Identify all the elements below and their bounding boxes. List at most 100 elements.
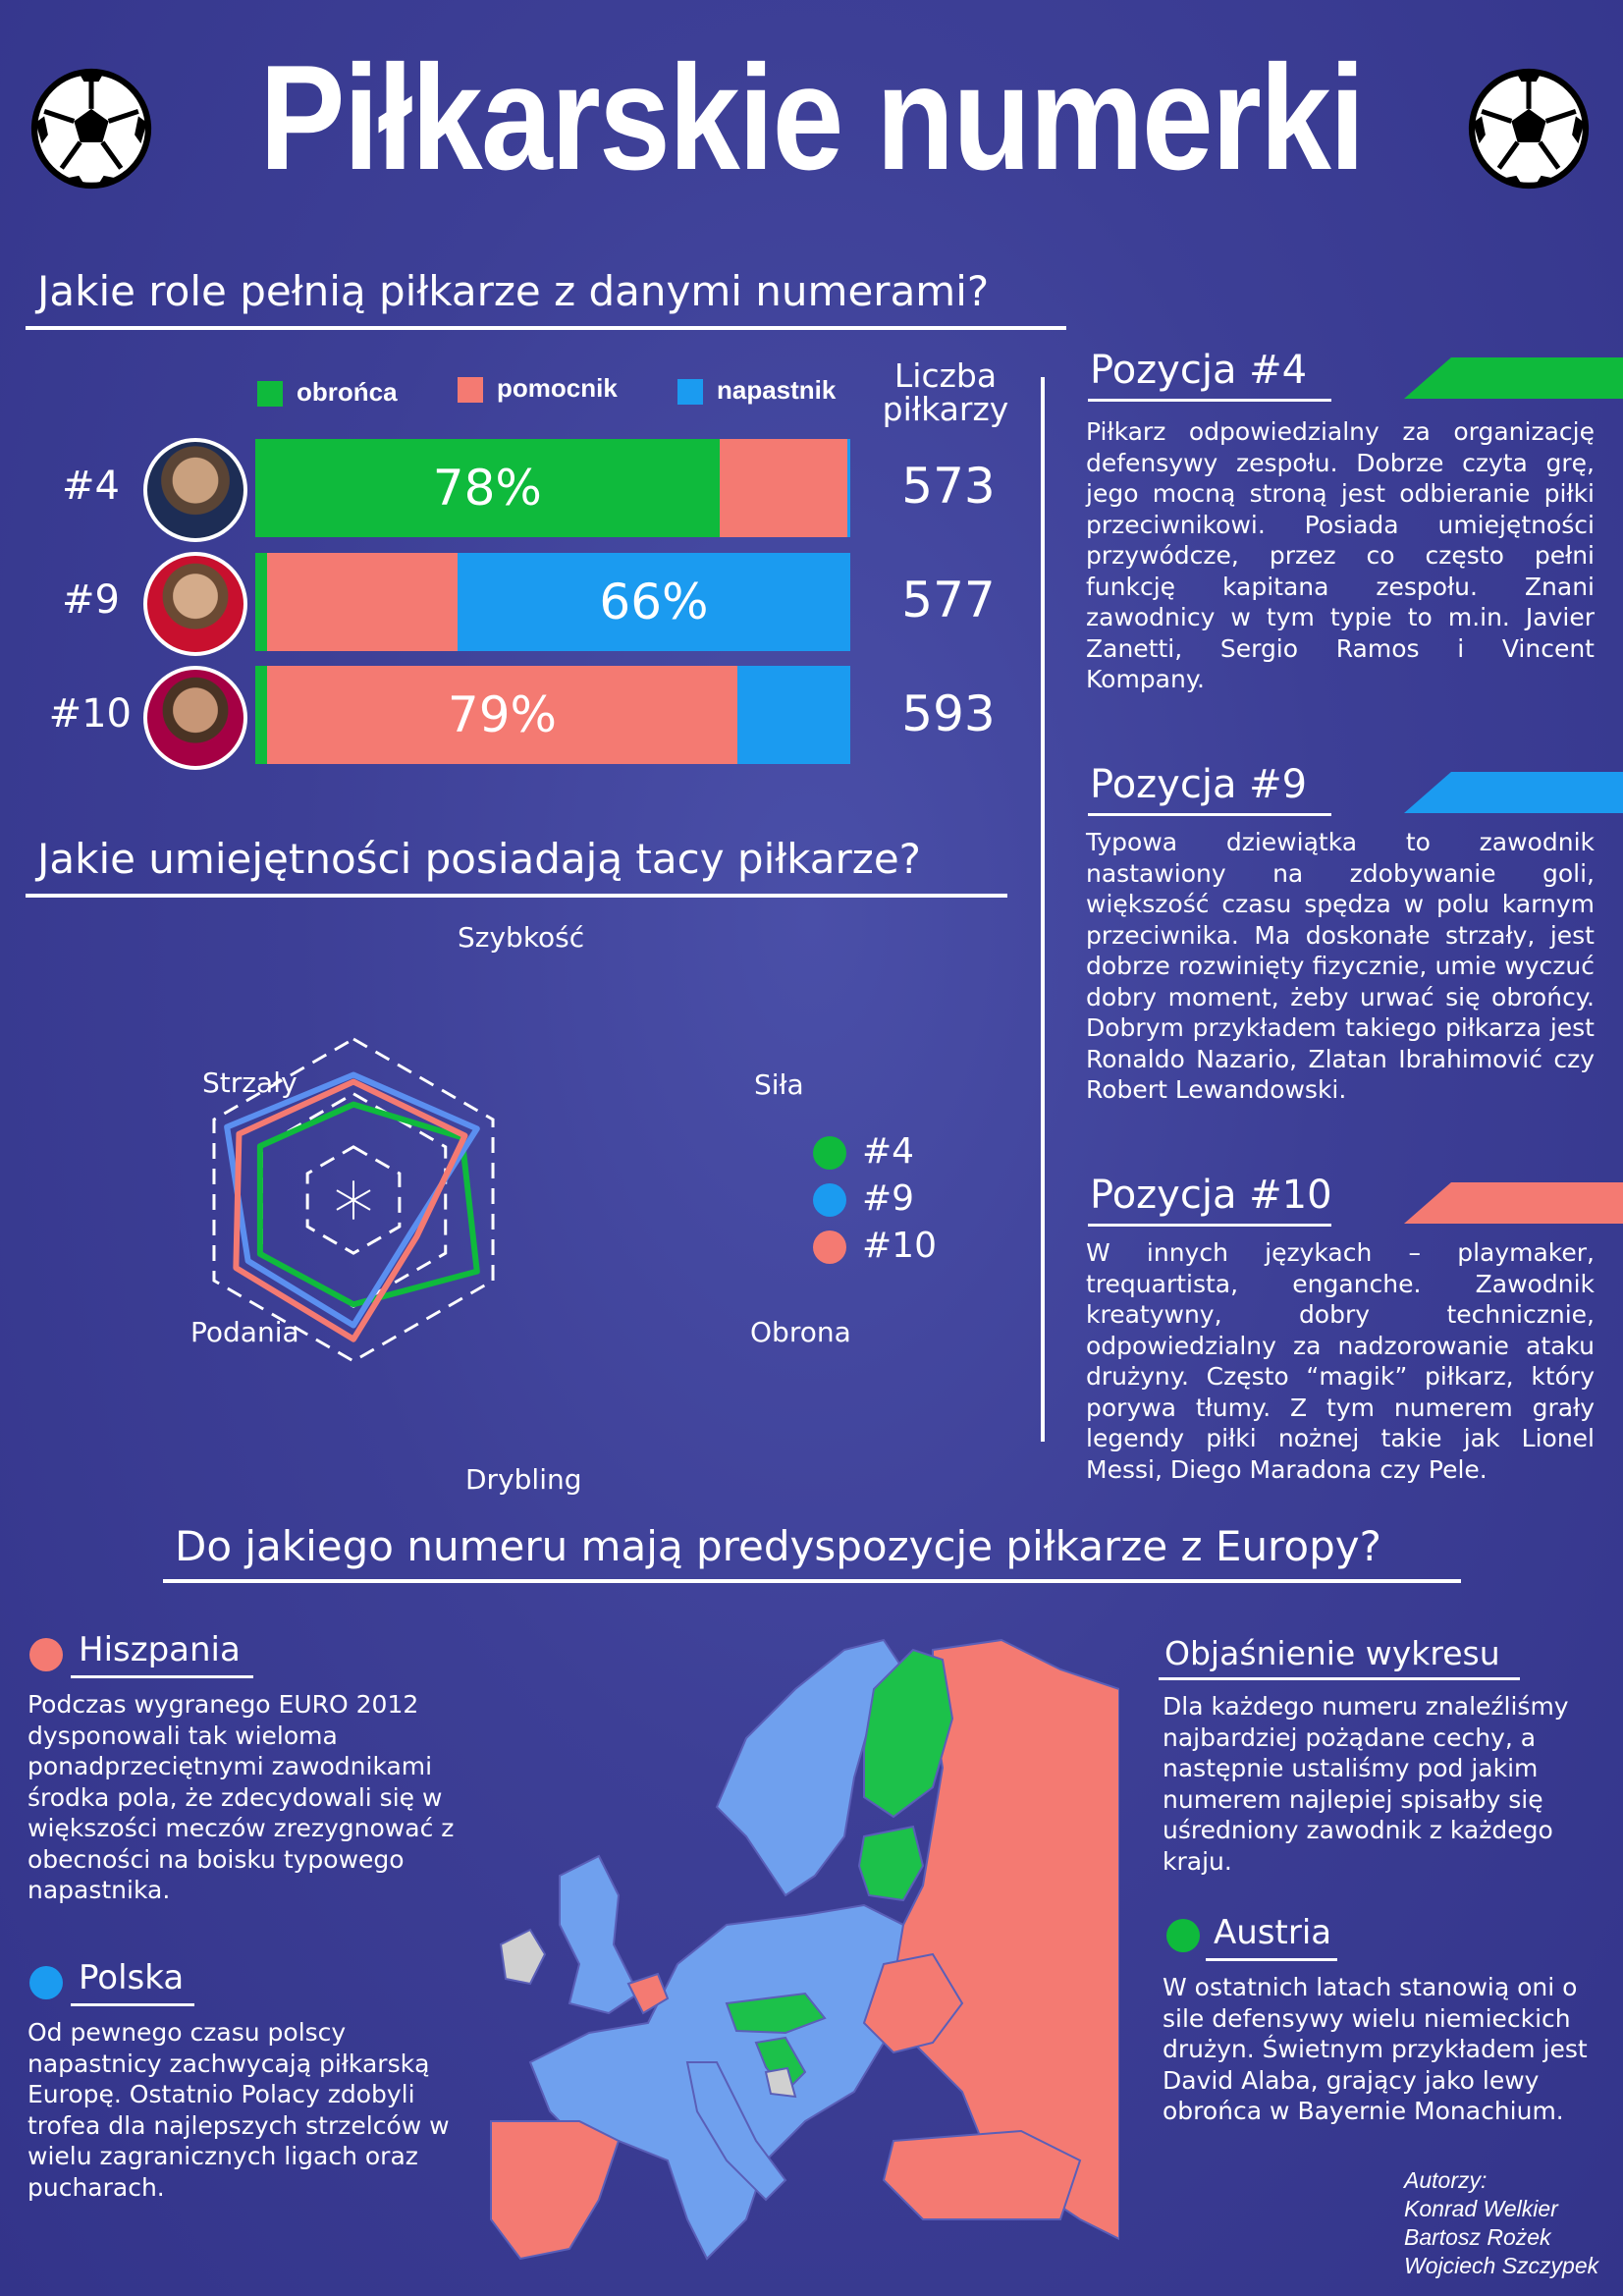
spain-dot: [29, 1638, 63, 1671]
position-10-title: Pozycja #10: [1090, 1173, 1332, 1218]
avatar: [143, 438, 247, 542]
radar-spoke: [336, 1189, 354, 1201]
radar-grid-ring: [305, 1145, 402, 1255]
legend-dot: [813, 1136, 846, 1170]
divider: [163, 1579, 1461, 1583]
map-region-iberia: [490, 2120, 621, 2261]
role-bar: 78%: [255, 439, 850, 537]
legend-swatch-defender: [257, 381, 283, 408]
bar-value-label: 66%: [599, 574, 709, 630]
radar-series-n10: [233, 1078, 468, 1342]
divider: [71, 2003, 194, 2006]
austria-text: W ostatnich latach stanowią oni o sile d…: [1163, 1973, 1588, 2125]
bar-segment-forward: [736, 666, 850, 764]
radar-axis-label: Siła: [754, 1068, 804, 1101]
explanation-text: Dla każdego numeru znaleźliśmy najbardzi…: [1163, 1692, 1569, 1876]
austria-title: Austria: [1214, 1913, 1332, 1952]
legend-dot: [813, 1183, 846, 1217]
position-10-text: W innych językach – playmaker, trequarti…: [1086, 1238, 1595, 1484]
europe-heading: Do jakiego numeru mają predyspozycje pił…: [175, 1522, 1381, 1570]
austria-dot: [1166, 1919, 1200, 1952]
soccer-ball-icon: [30, 68, 152, 190]
count-header: Liczba piłkarzy: [882, 356, 1009, 428]
vertical-divider: [1041, 377, 1045, 1442]
bar-segment-defender: [255, 553, 268, 651]
bar-segment-forward: 66%: [458, 553, 850, 651]
bar-segment-defender: [255, 666, 268, 764]
bar-segment-forward: [846, 439, 850, 537]
player-count: 593: [901, 685, 996, 742]
legend-label: pomocnik: [497, 373, 618, 403]
divider: [1088, 399, 1331, 402]
radar-axis-label: Podania: [190, 1316, 299, 1348]
divider: [71, 1675, 253, 1678]
position-4-title: Pozycja #4: [1090, 348, 1308, 393]
divider: [1206, 1958, 1337, 1961]
soccer-ball-icon: [1468, 68, 1590, 190]
avatar: [143, 666, 247, 770]
legend-label: obrońca: [297, 377, 398, 407]
divider: [1088, 1224, 1331, 1227]
map-region-finland: [863, 1648, 954, 1819]
legend-swatch-forward: [677, 379, 703, 406]
skills-heading: Jakie umiejętności posiadają tacy piłkar…: [37, 835, 921, 883]
radar-axis-label: Drybling: [465, 1463, 582, 1496]
map-region-turkey: [882, 2129, 1082, 2220]
bar-segment-midfielder: [267, 553, 459, 651]
author-name: Bartosz Rożek: [1404, 2224, 1551, 2250]
bar-segment-defender: 78%: [255, 439, 720, 537]
europe-map: [490, 1638, 1119, 2261]
row-label: #4: [62, 464, 120, 509]
radar-spoke: [352, 1199, 371, 1211]
radar-axis-label: Obrona: [750, 1316, 851, 1348]
radar-spoke: [336, 1199, 354, 1211]
legend-defender: obrońca: [257, 377, 398, 408]
legend-dot: [813, 1230, 846, 1264]
radar-legend-item: #4: [813, 1131, 914, 1172]
divider: [26, 894, 1007, 898]
bar-segment-midfielder: [719, 439, 847, 537]
authors-label: Autorzy:: [1404, 2167, 1488, 2193]
map-region-russia: [882, 1638, 1119, 2241]
radar-series-n9: [224, 1071, 480, 1329]
radar-legend-item: #9: [813, 1178, 914, 1219]
poland-dot: [29, 1966, 63, 1999]
radar-spoke: [352, 1189, 371, 1201]
map-region-ireland: [499, 1928, 547, 1986]
explanation-title: Objaśnienie wykresu: [1164, 1634, 1500, 1672]
map-region-croatia: [754, 2036, 807, 2094]
row-label: #9: [62, 577, 120, 623]
avatar: [143, 552, 247, 656]
author-name: Konrad Welkier: [1404, 2196, 1558, 2221]
map-region-uk: [559, 1854, 640, 2015]
author-name: Wojciech Szczypek: [1404, 2253, 1599, 2278]
bar-segment-midfielder: 79%: [267, 666, 737, 764]
divider: [1088, 813, 1331, 816]
legend-swatch-midfielder: [458, 377, 483, 404]
position-4-text: Piłkarz odpowiedzialny za organizację de…: [1086, 417, 1595, 693]
radar-axis-label: Strzały: [202, 1066, 298, 1099]
radar-axis-label: Szybkość: [458, 921, 585, 954]
position-9-text: Typowa dziewiątka to zawodnik nastawiony…: [1086, 828, 1595, 1104]
map-region-bosnia: [764, 2066, 797, 2099]
legend-forward: napastnik: [677, 375, 836, 406]
spain-title: Hiszpania: [79, 1630, 241, 1669]
divider: [26, 326, 1066, 330]
map-region-belgium: [626, 1972, 670, 2015]
bar-value-label: 79%: [447, 686, 558, 743]
role-bar: 79%: [255, 666, 850, 764]
row-label: #10: [48, 691, 132, 737]
roles-heading: Jakie role pełnią piłkarze z danymi nume…: [37, 267, 990, 315]
radar-legend-item: #10: [813, 1226, 937, 1266]
player-count: 577: [901, 572, 996, 629]
divider: [1159, 1677, 1520, 1680]
map-region-baltics: [857, 1825, 925, 1902]
bar-value-label: 78%: [432, 460, 542, 517]
map-region-italy: [685, 2061, 787, 2202]
poland-title: Polska: [79, 1958, 185, 1997]
legend-label: #10: [862, 1226, 937, 1266]
legend-label: napastnik: [717, 375, 837, 405]
page-title: Piłkarskie numerki: [259, 34, 1365, 201]
legend-label: #4: [862, 1131, 915, 1172]
